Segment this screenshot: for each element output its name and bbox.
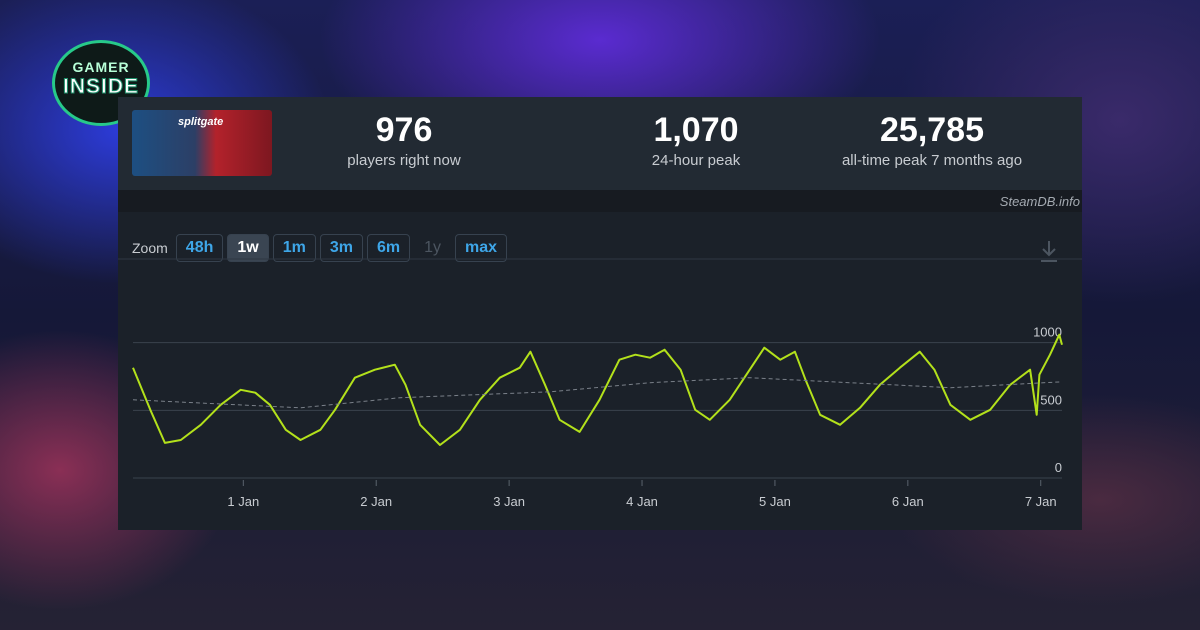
- logo-text: INSIDE: [62, 75, 139, 99]
- stat-label: players right now: [347, 152, 461, 169]
- source: SteamDB.info: [999, 194, 1080, 209]
- download-icon[interactable]: [1040, 239, 1058, 263]
- divider: [118, 190, 1082, 212]
- logo-text: GAMER: [72, 59, 130, 75]
- chart: 0 500 1000 1 Jan 2 Jan 3 Jan 4 Jan 5 Jan 6 Jan 7 …: [118, 258, 1082, 509]
- x-tick-label: 6 Jan: [892, 494, 924, 509]
- zoom-button[interactable]: 1m: [272, 234, 316, 262]
- x-tick-label: 4 Jan: [626, 494, 658, 509]
- stat-value: 976: [375, 111, 433, 149]
- zoom-label: Zoom: [132, 240, 168, 256]
- x-tick-label: 2 Jan: [360, 494, 392, 509]
- zoom-button: 1y: [424, 239, 441, 256]
- stat: 25,785 all-time peak 7 months ago: [802, 111, 1062, 169]
- game-title: splitgate: [178, 116, 224, 128]
- stat-value: 1,070: [653, 111, 739, 149]
- header: splitgate 976 players right now 1,070 24-h…: [118, 97, 1082, 190]
- y-tick-label: 1000: [1033, 325, 1062, 340]
- zoom-button[interactable]: 3m: [319, 234, 363, 262]
- x-tick-label: 3 Jan: [493, 494, 525, 509]
- y-tick-label: 500: [1040, 392, 1062, 407]
- stat-label: 24-hour peak: [651, 152, 741, 169]
- stat-label: all-time peak 7 months ago: [841, 152, 1023, 169]
- zoom-button[interactable]: 6m: [366, 234, 411, 262]
- x-tick-label: 1 Jan: [227, 494, 259, 509]
- stat: 976 players right now: [274, 111, 534, 169]
- x-tick-label: 5 Jan: [759, 494, 791, 509]
- players-line: [132, 333, 1063, 446]
- zoom-button[interactable]: 1w: [227, 234, 269, 262]
- stats-panel: splitgate 976 players right now 1,070 24-h…: [118, 97, 1082, 530]
- average-line: [132, 377, 1063, 409]
- zoom-bar: Zoom 48h 1w 1m 3m 6m 1y max: [132, 234, 508, 262]
- game-image: splitgate: [132, 110, 272, 176]
- zoom-button[interactable]: max: [455, 234, 508, 262]
- stat: 1,070 24-hour peak: [566, 111, 826, 169]
- y-tick-label: 0: [1055, 460, 1062, 475]
- zoom-button[interactable]: 48h: [175, 234, 224, 262]
- x-tick-label: 7 Jan: [1025, 494, 1057, 509]
- stat-value: 25,785: [880, 111, 984, 149]
